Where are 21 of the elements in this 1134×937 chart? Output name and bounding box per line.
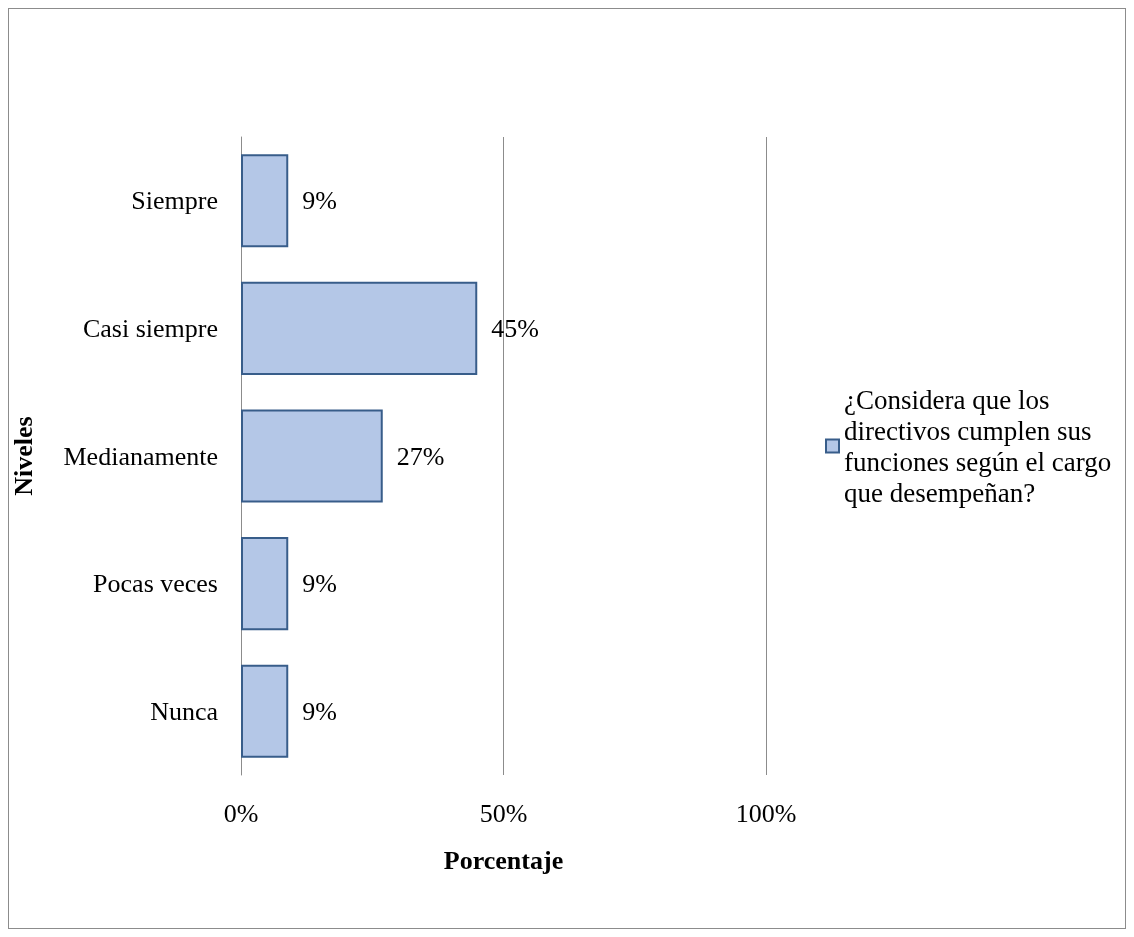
bar (241, 537, 289, 631)
legend-label: ¿Considera que los directivos cumplen sus funciones según el cargo que desempeñan? (844, 384, 1118, 508)
y-tick-label: Casi siempre (82, 313, 218, 343)
y-tick-label: Medianamente (63, 441, 218, 471)
x-tick-label: 0% (223, 798, 259, 828)
data-label: 9% (302, 696, 337, 726)
x-tick-label: 100% (735, 798, 797, 828)
data-label: 27% (396, 441, 445, 471)
x-tick-label: 50% (479, 798, 528, 828)
bar (241, 154, 289, 248)
y-tick-label: Pocas veces (93, 569, 218, 599)
x-axis-title: Porcentaje (443, 845, 564, 875)
y-tick-label: Nunca (150, 696, 219, 726)
data-label: 9% (302, 186, 337, 216)
data-label: 45% (491, 313, 539, 343)
y-tick-label: Siempre (131, 186, 218, 216)
y-axis-title: Niveles (8, 416, 38, 496)
bar (241, 281, 478, 375)
bar (241, 664, 289, 758)
bar (241, 409, 383, 503)
data-label: 9% (302, 569, 337, 599)
